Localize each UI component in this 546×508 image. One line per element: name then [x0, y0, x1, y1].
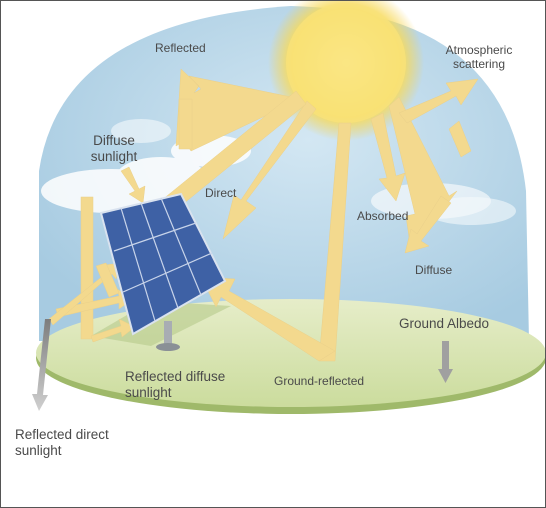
- panel-base: [156, 343, 180, 351]
- rays: [48, 68, 479, 362]
- panel-shadow: [91, 301, 231, 346]
- scattering-to-diffuse: [448, 120, 472, 158]
- gray-arrows: [32, 319, 453, 411]
- absorbed-ray: [370, 112, 406, 202]
- solar-panel: [99, 192, 227, 336]
- left-vertical-beam-1: [80, 196, 94, 340]
- label-ground-albedo: Ground Albedo: [399, 316, 490, 331]
- sun-core: [286, 3, 406, 123]
- reflected-direct-arrow: [32, 319, 51, 411]
- label-reflected: Reflected: [155, 41, 206, 55]
- label-direct: Direct: [205, 186, 237, 200]
- left-arrow-to-panel-4: [95, 262, 120, 298]
- label-reflected-direct-sunlight: Reflected direct sunlight: [15, 427, 109, 459]
- diffuse-arrow: [404, 195, 452, 254]
- label-diffuse-sunlight: Diffuse sunlight: [90, 133, 138, 165]
- diffuse-sunlight-arrow: [120, 166, 146, 204]
- ground-albedo-arrow: [438, 341, 453, 383]
- label-diffuse: Diffuse: [415, 263, 453, 277]
- atmospheric-scattering-arrow: [398, 78, 479, 124]
- left-arrow-to-panel-2: [90, 318, 136, 343]
- panel-pole: [164, 321, 172, 347]
- reflected-shaft: [178, 98, 193, 150]
- label-absorbed: Absorbed: [357, 209, 409, 223]
- label-atmospheric-scattering: Atmospheric scattering: [445, 43, 513, 72]
- direct-ray: [222, 100, 317, 240]
- ground-reflected-beam: [318, 122, 352, 362]
- label-ground-reflected: Ground-reflected: [274, 374, 365, 388]
- label-reflected-diffuse-sunlight: Reflected diffuse sunlight: [125, 369, 226, 401]
